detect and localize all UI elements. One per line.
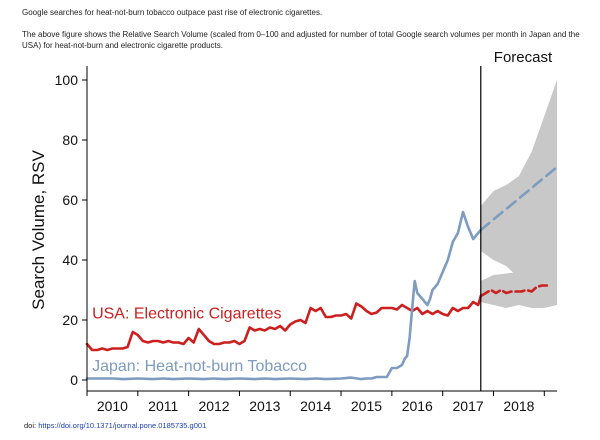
- x-tick-label: 2010: [97, 398, 128, 414]
- y-tick-label: 0: [70, 372, 78, 388]
- x-tick-label: 2011: [148, 398, 178, 414]
- doi-link[interactable]: https://doi.org/10.1371/journal.pone.018…: [38, 421, 207, 430]
- y-tick-label: 20: [62, 312, 78, 328]
- usa-observed-line: [85, 294, 483, 352]
- figure-caption-title: Google searches for heat-not-burn tobacc…: [22, 8, 323, 17]
- japan-observed-line: [85, 210, 483, 381]
- y-axis-title: Search Volume, RSV: [29, 150, 48, 310]
- x-tick-label: 2015: [351, 398, 382, 414]
- x-tick-label: 2018: [503, 398, 534, 414]
- y-tick-label: 100: [55, 72, 79, 88]
- japan-forecast-line: [479, 165, 559, 232]
- figure-caption-description: The above figure shows the Relative Sear…: [22, 30, 580, 50]
- x-tick-label: 2017: [453, 398, 484, 414]
- y-tick-label: 60: [62, 192, 78, 208]
- forecast-band-japan: [480, 80, 557, 284]
- forecast-label: Forecast: [494, 49, 553, 66]
- x-tick-label: 2014: [300, 398, 331, 414]
- x-tick-label: 2016: [402, 398, 433, 414]
- x-tick-label: 2012: [198, 398, 229, 414]
- usa-forecast-line: [479, 284, 549, 298]
- annotation-japan-heat-not-burn-tobacco: Japan: Heat-not-burn Tobacco: [92, 358, 307, 375]
- x-tick-label: 2013: [249, 398, 280, 414]
- doi-line: doi: https://doi.org/10.1371/journal.pon…: [24, 421, 206, 430]
- doi-label: doi:: [24, 421, 39, 430]
- y-tick-label: 80: [62, 132, 78, 148]
- annotation-usa-electronic-cigarettes: USA: Electronic Cigarettes: [92, 306, 281, 323]
- y-tick-label: 40: [62, 252, 78, 268]
- forecast-band-usa: [480, 254, 557, 308]
